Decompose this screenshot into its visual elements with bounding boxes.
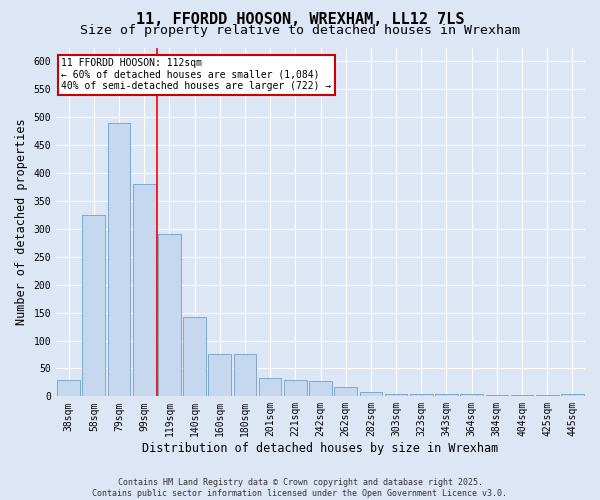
Bar — [359, 392, 382, 396]
Bar — [561, 394, 584, 396]
Bar — [435, 394, 458, 396]
Bar — [58, 380, 80, 396]
Bar — [410, 394, 433, 396]
Bar — [208, 354, 231, 397]
Bar — [536, 395, 559, 396]
Bar — [183, 316, 206, 396]
Text: 11 FFORDD HOOSON: 112sqm
← 60% of detached houses are smaller (1,084)
40% of sem: 11 FFORDD HOOSON: 112sqm ← 60% of detach… — [61, 58, 332, 91]
Text: Contains HM Land Registry data © Crown copyright and database right 2025.
Contai: Contains HM Land Registry data © Crown c… — [92, 478, 508, 498]
Bar — [107, 123, 130, 396]
Bar — [82, 215, 105, 396]
Bar — [259, 378, 281, 396]
Text: 11, FFORDD HOOSON, WREXHAM, LL12 7LS: 11, FFORDD HOOSON, WREXHAM, LL12 7LS — [136, 12, 464, 28]
Bar — [309, 380, 332, 396]
Bar — [133, 184, 155, 396]
Bar — [385, 394, 407, 396]
Bar — [284, 380, 307, 396]
Bar — [460, 394, 483, 396]
Bar — [485, 394, 508, 396]
Bar — [334, 388, 357, 396]
X-axis label: Distribution of detached houses by size in Wrexham: Distribution of detached houses by size … — [142, 442, 499, 455]
Bar — [233, 354, 256, 397]
Bar — [158, 234, 181, 396]
Text: Size of property relative to detached houses in Wrexham: Size of property relative to detached ho… — [80, 24, 520, 37]
Bar — [511, 394, 533, 396]
Y-axis label: Number of detached properties: Number of detached properties — [15, 118, 28, 325]
